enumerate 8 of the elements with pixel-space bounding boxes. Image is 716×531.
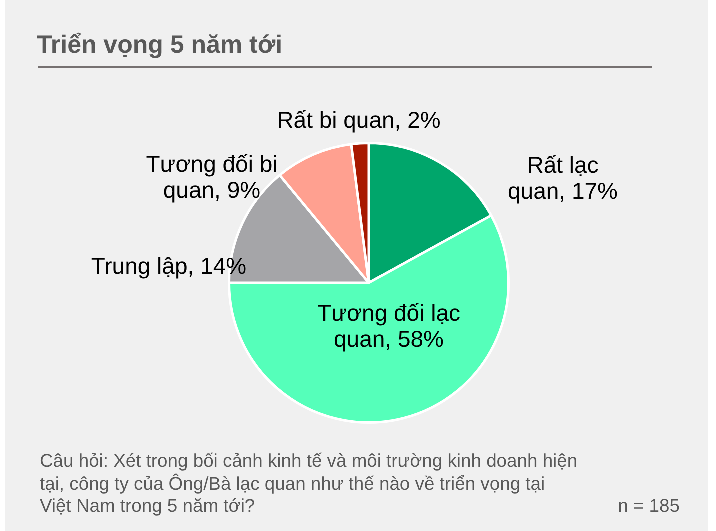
slice-label: Rất bi quan, 2% [277,107,441,133]
text: Câu hỏi: Xét trong bối cảnh kinh tế và môi trường kinh doanh hiện tại, công ty của Ông/Bà lạc quan như thế nào về triển vọng tại Việt Nam trong 5 năm tới? [40,450,579,518]
slice-label: Tương đối bi quan, 9% [145,151,279,203]
text: n = 185 [618,495,680,518]
slice-label: Tương đối lạc quan, 58% [316,300,462,352]
slice-label: Rất lạc quan, 17% [507,152,619,204]
slice-label: Trung lập, 14% [91,253,247,279]
chart-title: Triển vọng 5 năm tới [37,31,283,60]
